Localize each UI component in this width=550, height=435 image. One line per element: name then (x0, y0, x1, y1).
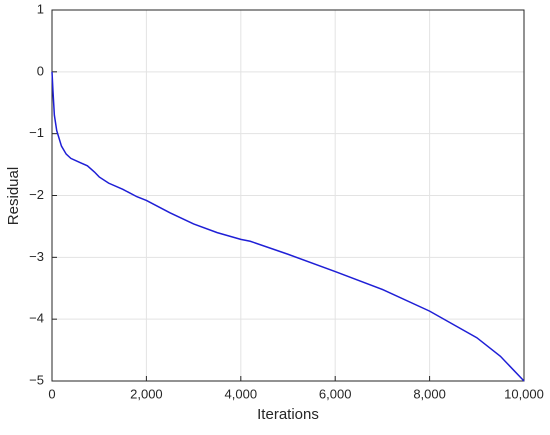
y-tick-label: −2 (29, 187, 44, 202)
y-axis-label: Residual (5, 167, 22, 225)
y-tick-label: 0 (37, 63, 44, 78)
x-tick-label: 6,000 (319, 386, 352, 401)
y-tick-label: −1 (29, 125, 44, 140)
data-line (51, 71, 525, 382)
y-tick-label: 1 (37, 1, 44, 16)
y-tick-label: −5 (29, 372, 44, 387)
plot-frame (51, 9, 525, 382)
x-tick-label: 10,000 (504, 386, 544, 401)
y-tick-label: −4 (29, 311, 44, 326)
y-tick-label: −3 (29, 249, 44, 264)
x-tick-label: 0 (48, 386, 55, 401)
x-tick-label: 8,000 (413, 386, 446, 401)
x-tick-label: 4,000 (225, 386, 258, 401)
x-axis-label: Iterations (257, 406, 319, 423)
x-tick-label: 2,000 (130, 386, 163, 401)
